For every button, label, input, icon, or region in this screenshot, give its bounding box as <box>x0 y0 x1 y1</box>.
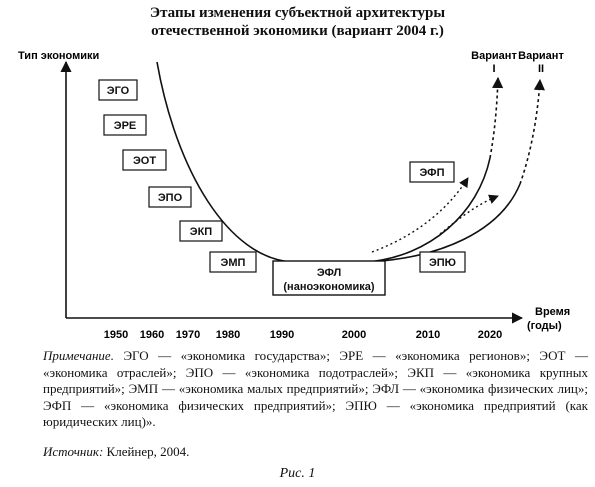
arrow-to-efp <box>371 177 469 253</box>
source-text: Клейнер, 2004. <box>106 444 190 459</box>
variant-2-label: Вариант <box>518 50 564 62</box>
box-efl-sublabel: (наноэкономика) <box>283 281 375 293</box>
box-ere: ЭРЕ <box>103 114 147 136</box>
box-epo-label: ЭПО <box>158 192 183 204</box>
variant-1-dashed-tail <box>489 76 504 159</box>
note-paragraph: Примечание. ЭГО — «экономика государства… <box>43 348 588 431</box>
box-efp: ЭФП <box>409 161 455 183</box>
x-tick-2000: 2000 <box>342 329 366 341</box>
box-emp-label: ЭМП <box>221 257 246 269</box>
x-tick-1950: 1950 <box>104 329 128 341</box>
variant-2-number: II <box>538 63 544 75</box>
note-label: Примечание. <box>43 348 114 363</box>
box-ego: ЭГО <box>98 79 138 101</box>
box-ere-label: ЭРЕ <box>114 120 137 132</box>
box-eot-label: ЭОТ <box>133 155 156 167</box>
box-emp: ЭМП <box>209 251 257 273</box>
x-tick-2020: 2020 <box>478 329 502 341</box>
x-tick-1960: 1960 <box>140 329 164 341</box>
source-line: Источник: Клейнер, 2004. <box>43 444 189 460</box>
box-ekp: ЭКП <box>179 220 223 242</box>
x-tick-2010: 2010 <box>416 329 440 341</box>
evolution-diagram: Тип экономики Время (годы) 1950 1960 197… <box>18 50 570 341</box>
figure-caption: Рис. 1 <box>279 466 316 481</box>
x-tick-labels: 1950 1960 1970 1980 1990 2000 2010 2020 <box>104 329 502 341</box>
variant-1-curve <box>367 157 491 263</box>
x-tick-1990: 1990 <box>270 329 294 341</box>
variant-2-dashed-tail <box>519 78 545 185</box>
box-efp-label: ЭФП <box>420 167 445 179</box>
x-tick-1980: 1980 <box>216 329 240 341</box>
title-line-1: Этапы изменения субъектной архитектуры <box>149 5 446 21</box>
box-epyu: ЭПЮ <box>419 251 466 273</box>
box-eot: ЭОТ <box>122 149 167 171</box>
box-efl-label: ЭФЛ <box>317 267 341 279</box>
x-axis-label-line-1: Время <box>535 306 570 318</box>
box-ego-label: ЭГО <box>107 85 130 97</box>
x-tick-1970: 1970 <box>176 329 200 341</box>
x-axis-label-line-2: (годы) <box>527 320 562 332</box>
variant-2-curve <box>367 183 521 263</box>
note-text: ЭГО — «экономика государства»; ЭРЕ — «эк… <box>43 348 588 429</box>
title-line-2: отечественной экономики (вариант 2004 г.… <box>151 23 444 39</box>
box-ekp-label: ЭКП <box>190 226 213 238</box>
variant-labels: Вариант I Вариант II <box>471 50 564 75</box>
diagram-title: Этапы изменения субъектной архитектуры о… <box>0 4 595 40</box>
box-epo: ЭПО <box>148 186 192 208</box>
variant-1-number: I <box>492 63 495 75</box>
y-axis-label: Тип экономики <box>18 50 99 62</box>
box-efl: ЭФЛ (наноэкономика) <box>272 260 386 296</box>
box-epyu-label: ЭПЮ <box>429 257 456 269</box>
source-label: Источник: <box>43 444 104 459</box>
variant-1-label: Вариант <box>471 50 517 62</box>
main-curve <box>156 61 368 263</box>
